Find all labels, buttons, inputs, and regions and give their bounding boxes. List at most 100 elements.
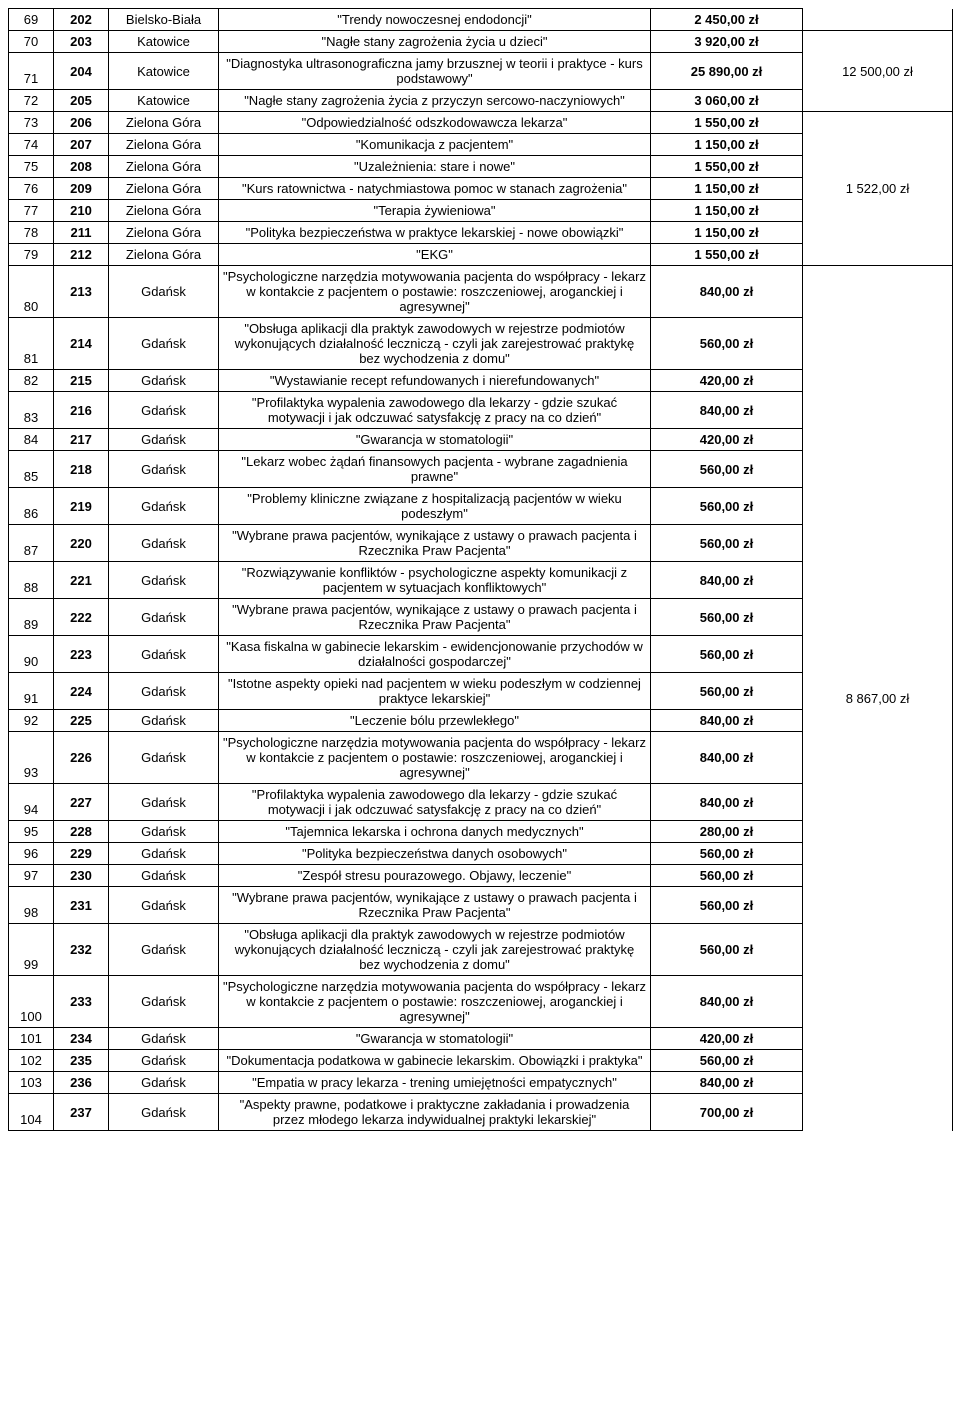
cell-seq: 73 [9, 112, 54, 134]
cell-city: Gdańsk [109, 976, 219, 1028]
cell-price: 560,00 zł [651, 599, 803, 636]
cell-id: 237 [54, 1094, 109, 1131]
cell-price: 840,00 zł [651, 784, 803, 821]
cell-seq: 89 [9, 599, 54, 636]
cell-title: "Wybrane prawa pacjentów, wynikające z u… [219, 599, 651, 636]
cell-price: 420,00 zł [651, 429, 803, 451]
cell-city: Zielona Góra [109, 134, 219, 156]
cell-seq: 87 [9, 525, 54, 562]
cell-city: Gdańsk [109, 599, 219, 636]
cell-city: Gdańsk [109, 370, 219, 392]
cell-price: 840,00 zł [651, 710, 803, 732]
cell-city: Gdańsk [109, 451, 219, 488]
cell-city: Gdańsk [109, 887, 219, 924]
cell-price: 840,00 zł [651, 976, 803, 1028]
cell-seq: 78 [9, 222, 54, 244]
cell-id: 229 [54, 843, 109, 865]
cell-title: "Obsługa aplikacji dla praktyk zawodowyc… [219, 924, 651, 976]
cell-title: "Polityka bezpieczeństwa danych osobowyc… [219, 843, 651, 865]
cell-city: Zielona Góra [109, 244, 219, 266]
cell-city: Gdańsk [109, 673, 219, 710]
cell-seq: 103 [9, 1072, 54, 1094]
table-row: 70203Katowice"Nagłe stany zagrożenia życ… [9, 31, 953, 53]
cell-group-price: 1 522,00 zł [803, 112, 953, 266]
cell-id: 213 [54, 266, 109, 318]
cell-seq: 99 [9, 924, 54, 976]
cell-id: 207 [54, 134, 109, 156]
cell-price: 560,00 zł [651, 924, 803, 976]
cell-title: "Rozwiązywanie konfliktów - psychologicz… [219, 562, 651, 599]
cell-seq: 82 [9, 370, 54, 392]
cell-group-price: 8 867,00 zł [803, 266, 953, 1131]
cell-seq: 98 [9, 887, 54, 924]
cell-price: 1 150,00 zł [651, 200, 803, 222]
table-row: 69202Bielsko-Biała"Trendy nowoczesnej en… [9, 9, 953, 31]
courses-table: 69202Bielsko-Biała"Trendy nowoczesnej en… [8, 8, 953, 1131]
cell-id: 206 [54, 112, 109, 134]
cell-seq: 100 [9, 976, 54, 1028]
cell-seq: 79 [9, 244, 54, 266]
cell-id: 204 [54, 53, 109, 90]
cell-city: Gdańsk [109, 636, 219, 673]
cell-title: "EKG" [219, 244, 651, 266]
cell-city: Gdańsk [109, 784, 219, 821]
cell-city: Gdańsk [109, 710, 219, 732]
cell-city: Gdańsk [109, 488, 219, 525]
cell-title: "Nagłe stany zagrożenia życia u dzieci" [219, 31, 651, 53]
cell-city: Gdańsk [109, 429, 219, 451]
cell-price: 1 150,00 zł [651, 222, 803, 244]
cell-title: "Kurs ratownictwa - natychmiastowa pomoc… [219, 178, 651, 200]
cell-seq: 85 [9, 451, 54, 488]
cell-title: "Gwarancja w stomatologii" [219, 1028, 651, 1050]
cell-price: 420,00 zł [651, 1028, 803, 1050]
cell-price: 840,00 zł [651, 732, 803, 784]
cell-title: "Profilaktyka wypalenia zawodowego dla l… [219, 784, 651, 821]
cell-seq: 88 [9, 562, 54, 599]
cell-title: "Trendy nowoczesnej endodoncji" [219, 9, 651, 31]
cell-title: "Terapia żywieniowa" [219, 200, 651, 222]
cell-price: 560,00 zł [651, 488, 803, 525]
cell-price: 3 060,00 zł [651, 90, 803, 112]
cell-price: 560,00 zł [651, 887, 803, 924]
cell-seq: 86 [9, 488, 54, 525]
cell-title: "Istotne aspekty opieki nad pacjentem w … [219, 673, 651, 710]
cell-city: Zielona Góra [109, 112, 219, 134]
cell-seq: 104 [9, 1094, 54, 1131]
cell-city: Bielsko-Biała [109, 9, 219, 31]
cell-city: Gdańsk [109, 865, 219, 887]
cell-price: 560,00 zł [651, 1050, 803, 1072]
cell-price: 560,00 zł [651, 865, 803, 887]
cell-title: "Odpowiedzialność odszkodowawcza lekarza… [219, 112, 651, 134]
cell-title: "Obsługa aplikacji dla praktyk zawodowyc… [219, 318, 651, 370]
cell-price: 1 550,00 zł [651, 244, 803, 266]
cell-group-price [803, 9, 953, 31]
cell-seq: 101 [9, 1028, 54, 1050]
cell-city: Gdańsk [109, 392, 219, 429]
cell-title: "Wybrane prawa pacjentów, wynikające z u… [219, 525, 651, 562]
cell-id: 217 [54, 429, 109, 451]
cell-city: Zielona Góra [109, 178, 219, 200]
cell-city: Gdańsk [109, 924, 219, 976]
cell-price: 840,00 zł [651, 1072, 803, 1094]
cell-seq: 96 [9, 843, 54, 865]
cell-price: 1 550,00 zł [651, 112, 803, 134]
cell-id: 230 [54, 865, 109, 887]
cell-id: 236 [54, 1072, 109, 1094]
cell-title: "Komunikacja z pacjentem" [219, 134, 651, 156]
cell-seq: 76 [9, 178, 54, 200]
cell-city: Gdańsk [109, 1028, 219, 1050]
cell-id: 210 [54, 200, 109, 222]
cell-id: 218 [54, 451, 109, 488]
cell-seq: 94 [9, 784, 54, 821]
cell-title: "Uzależnienia: stare i nowe" [219, 156, 651, 178]
cell-price: 700,00 zł [651, 1094, 803, 1131]
cell-id: 208 [54, 156, 109, 178]
cell-city: Gdańsk [109, 318, 219, 370]
cell-title: "Dokumentacja podatkowa w gabinecie leka… [219, 1050, 651, 1072]
cell-price: 560,00 zł [651, 451, 803, 488]
cell-price: 560,00 zł [651, 636, 803, 673]
cell-city: Zielona Góra [109, 156, 219, 178]
cell-id: 219 [54, 488, 109, 525]
cell-id: 223 [54, 636, 109, 673]
cell-title: "Leczenie bólu przewlekłego" [219, 710, 651, 732]
